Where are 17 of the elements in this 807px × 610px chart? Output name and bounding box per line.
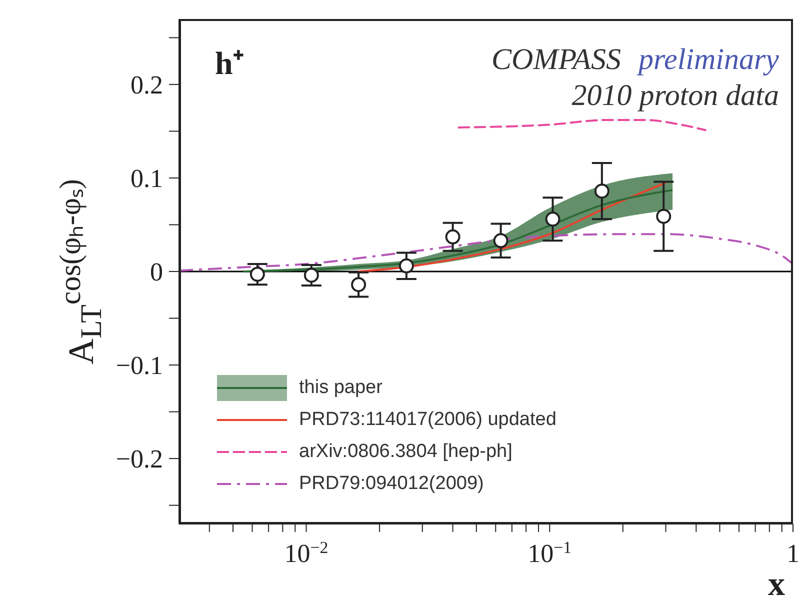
y-tick-label: −0.2 — [116, 444, 163, 474]
y-tick-label: 0.2 — [130, 70, 163, 100]
x-tick-label: 1 — [786, 539, 800, 568]
annotation: 2010 proton data — [572, 79, 779, 112]
legend-label: arXiv:0806.3804 [hep-ph] — [299, 441, 512, 463]
x-axis-title: x — [768, 566, 785, 604]
x-tick-label: 10$^{−2}$ — [284, 538, 328, 568]
y-tick-label: 0 — [150, 258, 163, 286]
legend-label: PRD79:094012(2009) — [299, 473, 484, 495]
x-tick-label: 10$^{−1}$ — [528, 538, 572, 568]
y-tick-label: −0.1 — [116, 351, 163, 380]
annotation: preliminary — [638, 43, 779, 76]
annotation: COMPASS — [492, 43, 621, 76]
legend-label: this paper — [299, 377, 382, 399]
annotation: h⁺ — [215, 45, 244, 81]
legend-label: PRD73:114017(2006) updated — [299, 409, 556, 431]
y-tick-label: 0.1 — [130, 164, 163, 193]
